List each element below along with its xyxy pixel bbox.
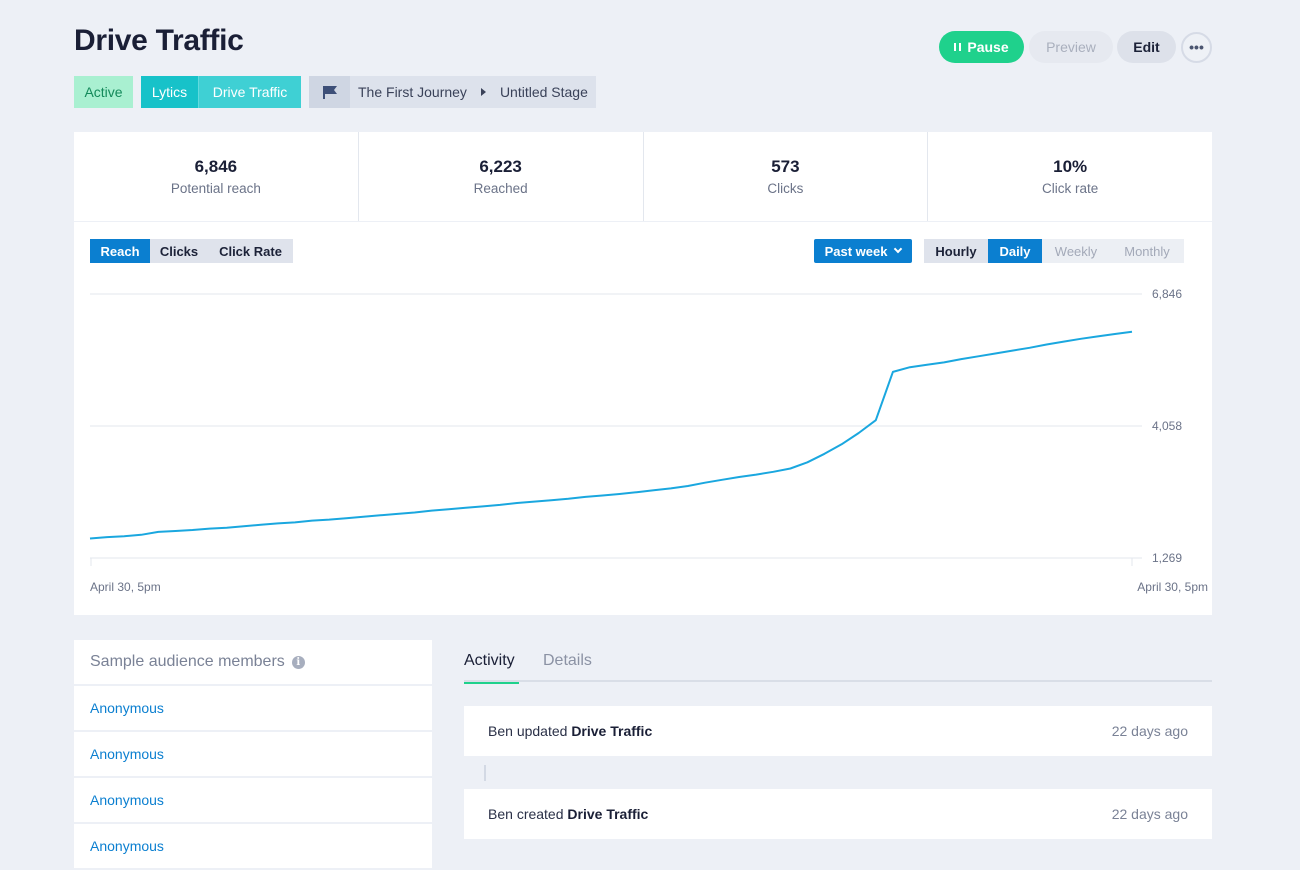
- activity-actor: Ben: [488, 723, 513, 739]
- granularity-daily[interactable]: Daily: [988, 239, 1042, 263]
- caret-right-icon: [480, 88, 486, 96]
- preview-button[interactable]: Preview: [1029, 31, 1113, 63]
- y-tick-label-top: 6,846: [1152, 287, 1182, 301]
- pause-button[interactable]: Pause: [939, 31, 1024, 63]
- activity-target[interactable]: Drive Traffic: [567, 806, 649, 822]
- activity-text: Ben updated Drive Traffic: [488, 723, 652, 739]
- stat-value: 10%: [1053, 157, 1088, 176]
- audience-header: Sample audience members i: [74, 640, 432, 686]
- granularity-monthly[interactable]: Monthly: [1110, 239, 1184, 263]
- stat-value: 573: [771, 157, 800, 176]
- info-icon[interactable]: i: [291, 655, 305, 669]
- page-title: Drive Traffic: [74, 24, 244, 57]
- pause-label: Pause: [967, 39, 1009, 55]
- granularity-weekly[interactable]: Weekly: [1042, 239, 1110, 263]
- more-options-button[interactable]: •••: [1181, 31, 1212, 63]
- timeline-connector: [484, 765, 486, 781]
- stats-bar: 6,846 Potential reach 6,223 Reached 573 …: [74, 132, 1212, 221]
- activity-actor: Ben: [488, 806, 513, 822]
- activity-target[interactable]: Drive Traffic: [571, 723, 653, 739]
- stat-click-rate: 10% Click rate: [928, 132, 1212, 221]
- header-actions: Pause Preview Edit •••: [939, 31, 1212, 63]
- chart-card: Reach Clicks Click Rate Past week Hourly…: [74, 222, 1212, 615]
- activity-item: Ben created Drive Traffic 22 days ago: [464, 789, 1212, 839]
- y-tick-label-bottom: 1,269: [1152, 551, 1182, 565]
- stat-label: Click rate: [1041, 181, 1099, 196]
- source-badge: Lytics: [141, 76, 199, 108]
- breadcrumb: The First Journey Untitled Stage: [309, 76, 596, 108]
- campaign-name-badge: Drive Traffic: [199, 76, 301, 108]
- activity-text: Ben created Drive Traffic: [488, 806, 648, 822]
- activity-tabs: Activity Details: [464, 640, 1212, 684]
- flag-icon: [309, 76, 350, 108]
- stat-label: Potential reach: [170, 181, 261, 196]
- status-badge: Active: [74, 76, 133, 108]
- stat-clicks: 573 Clicks: [644, 132, 929, 221]
- x-tick-label-end: April 30, 5pm: [1137, 580, 1208, 594]
- more-icon: •••: [1189, 39, 1204, 55]
- activity-time: 22 days ago: [1111, 723, 1188, 739]
- audience-title: Sample audience members: [90, 653, 285, 670]
- breadcrumb-journey[interactable]: The First Journey: [358, 84, 467, 100]
- pause-icon: [954, 43, 962, 51]
- range-dropdown[interactable]: Past week: [814, 239, 912, 263]
- stat-value: 6,846: [194, 157, 238, 176]
- stat-reached: 6,223 Reached: [359, 132, 644, 221]
- stat-value: 6,223: [479, 157, 522, 176]
- metric-tab-clicks[interactable]: Clicks: [150, 239, 208, 263]
- campaign-tags: Active Lytics Drive Traffic The First Jo…: [74, 76, 596, 108]
- activity-time: 22 days ago: [1111, 806, 1188, 822]
- stat-label: Clicks: [767, 181, 804, 196]
- audience-member[interactable]: Anonymous: [74, 778, 432, 824]
- y-tick-label-mid: 4,058: [1152, 419, 1182, 433]
- reach-line-chart: 6,846 4,058 1,269 April 30, 5pm April 30…: [89, 287, 1208, 594]
- sample-audience-panel: Sample audience members i Anonymous Anon…: [74, 640, 432, 870]
- range-label: Past week: [824, 243, 888, 259]
- tab-details[interactable]: Details: [543, 652, 592, 669]
- audience-member[interactable]: Anonymous: [74, 824, 432, 870]
- metric-tab-reach[interactable]: Reach: [90, 239, 150, 263]
- activity-verb: created: [516, 806, 564, 822]
- granularity-tabs: Hourly Daily Weekly Monthly: [924, 239, 1184, 263]
- series-line-reach: [89, 330, 1133, 540]
- stat-potential-reach: 6,846 Potential reach: [74, 132, 359, 221]
- stat-label: Reached: [473, 181, 528, 196]
- tab-activity[interactable]: Activity: [464, 640, 519, 684]
- activity-verb: updated: [516, 723, 568, 739]
- activity-item: Ben updated Drive Traffic 22 days ago: [464, 706, 1212, 756]
- edit-button[interactable]: Edit: [1117, 31, 1176, 63]
- audience-member[interactable]: Anonymous: [74, 732, 432, 778]
- audience-member[interactable]: Anonymous: [74, 686, 432, 732]
- granularity-hourly[interactable]: Hourly: [924, 239, 988, 263]
- x-tick-label-start: April 30, 5pm: [90, 580, 161, 594]
- breadcrumb-stage[interactable]: Untitled Stage: [499, 84, 588, 100]
- metric-tabs: Reach Clicks Click Rate: [90, 239, 293, 263]
- metric-tab-click-rate[interactable]: Click Rate: [208, 239, 293, 263]
